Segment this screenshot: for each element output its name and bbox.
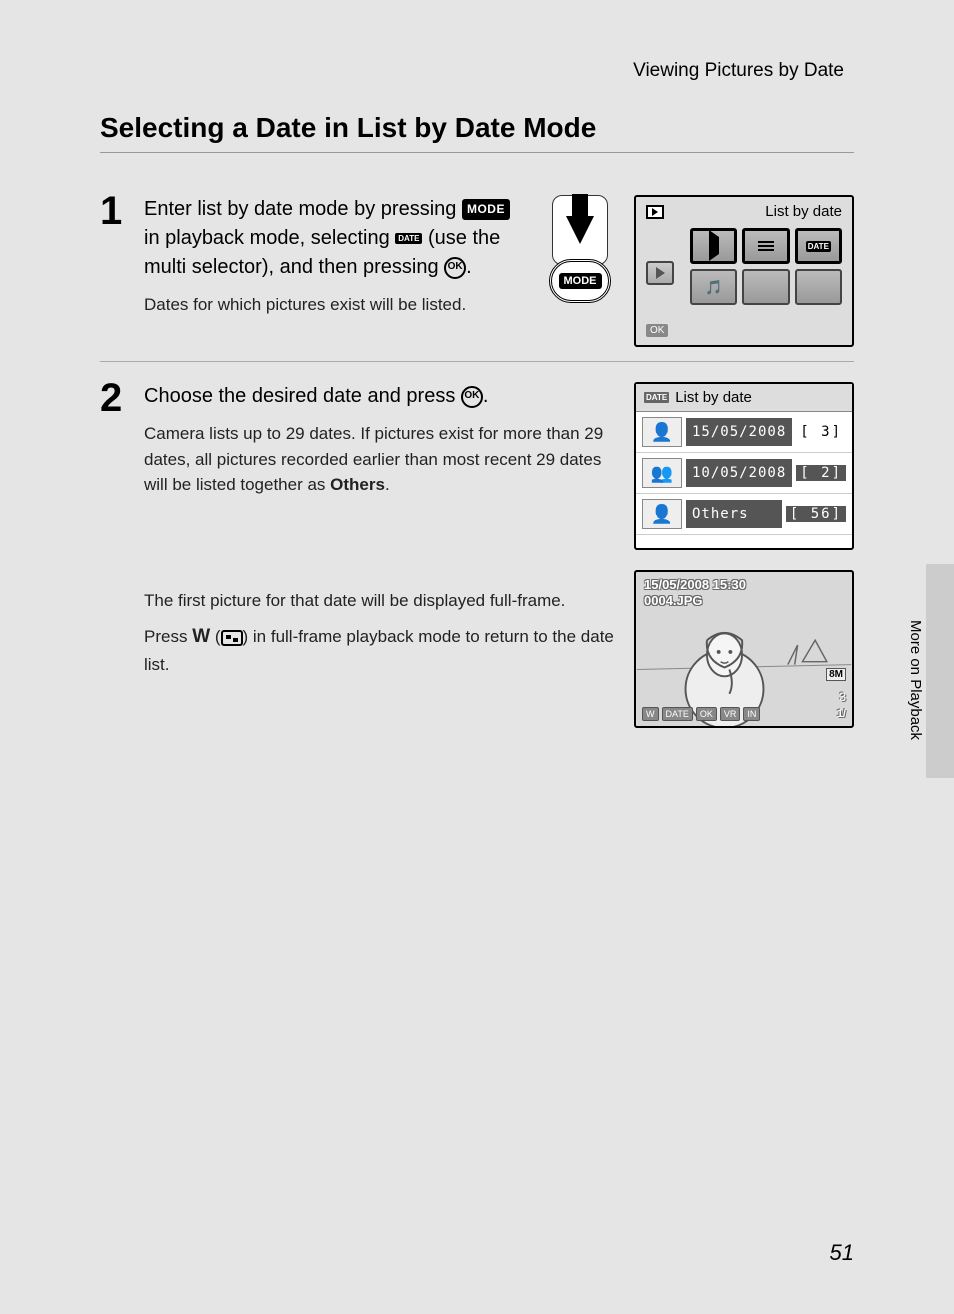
mode-cell-play	[690, 228, 737, 264]
step-2-sub3: Press W () in full-frame playback mode t…	[144, 623, 622, 677]
date-row-1-thumb: 👥	[642, 458, 682, 488]
date-row-0: 👤 15/05/2008 [ 3]	[636, 412, 852, 453]
step-1-subtext: Dates for which pictures exist will be l…	[144, 292, 528, 318]
side-tab-label: More on Playback	[907, 620, 924, 740]
date-row-0-thumb: 👤	[642, 417, 682, 447]
fullframe-bottom-bar: W DATE OK VR IN 1/	[642, 707, 846, 721]
step-1-line-d: .	[466, 256, 472, 278]
date-row-2-count: [ 56]	[786, 506, 846, 522]
manual-page: Viewing Pictures by Date Selecting a Dat…	[0, 0, 954, 1314]
lcd-fullframe: 15/05/2008 15:30 0004.JPG 8M 3 W DATE OK…	[634, 570, 854, 728]
step-2-sub3-a: Press	[144, 627, 192, 646]
date-cell-icon: DATE	[806, 241, 831, 252]
fullframe-quality: 8M	[826, 668, 846, 681]
lcd-date-list: DATE List by date 👤 15/05/2008 [ 3] 👥 10…	[634, 382, 854, 550]
step-2-sub1-b: .	[385, 475, 390, 494]
side-tab	[926, 564, 954, 778]
mode-cell-empty-2	[795, 269, 842, 305]
mode-button-diagram: MODE	[540, 195, 620, 303]
step-2: 2 Choose the desired date and press OK. …	[0, 378, 954, 728]
step-separator	[100, 361, 854, 362]
badge-2: OK	[696, 707, 717, 721]
lcd-2-title: List by date	[675, 389, 752, 406]
date-row-1-count: [ 2]	[796, 465, 846, 481]
mode-cell-list	[742, 228, 789, 264]
step-2-number: 2	[100, 378, 144, 418]
step-1-number: 1	[100, 191, 144, 231]
breadcrumb: Viewing Pictures by Date	[100, 60, 854, 82]
mode-button-label: MODE	[559, 273, 602, 289]
date-row-1-date: 10/05/2008	[686, 459, 792, 487]
lcd-mode-select: List by date DATE 🎵 OK	[634, 195, 854, 347]
date-row-2: 👤 Others [ 56]	[636, 494, 852, 535]
date-icon: DATE	[395, 233, 422, 244]
mode-grid: DATE 🎵	[690, 228, 842, 305]
lcd-2-header: DATE List by date	[636, 384, 852, 412]
mode-cell-pictmotion: 🎵	[690, 269, 737, 305]
date-row-0-count: [ 3]	[796, 424, 846, 440]
play-icon	[709, 237, 719, 255]
ok-icon: OK	[444, 257, 466, 279]
lcd-1-ok-badge: OK	[646, 324, 668, 337]
lcd-1-sidebar	[646, 261, 674, 285]
step-2-line-end: .	[483, 385, 489, 407]
date-row-2-thumb: 👤	[642, 499, 682, 529]
mode-cell-empty-1	[742, 269, 789, 305]
step-2-text: Choose the desired date and press OK. Ca…	[144, 382, 622, 728]
date-row-2-date: Others	[686, 500, 782, 528]
ok-icon-2: OK	[461, 386, 483, 408]
step-1-body: Enter list by date mode by pressing MODE…	[144, 191, 854, 347]
badge-0: W	[642, 707, 659, 721]
step-2-sub3-b: (	[210, 627, 220, 646]
playback-indicator-icon	[646, 205, 664, 219]
step-2-illustrations: DATE List by date 👤 15/05/2008 [ 3] 👥 10…	[634, 382, 854, 728]
mode-button-outline: MODE	[549, 259, 611, 303]
step-2-sub1: Camera lists up to 29 dates. If pictures…	[144, 421, 622, 498]
badge-3: VR	[720, 707, 741, 721]
arrow-box	[552, 195, 608, 265]
step-2-line-a: Choose the desired date and press	[144, 385, 461, 407]
page-number: 51	[830, 1240, 854, 1266]
pictmotion-icon: 🎵	[705, 279, 722, 296]
fullframe-datetime: 15/05/2008 15:30	[644, 577, 746, 593]
date-row-1: 👥 10/05/2008 [ 2]	[636, 453, 852, 494]
step-1-line-b: in playback mode, selecting	[144, 227, 395, 249]
step-2-sub1-bold: Others	[330, 475, 385, 494]
date-row-0-count-val: 3	[821, 424, 831, 440]
date-row-0-date: 15/05/2008	[686, 418, 792, 446]
step-1-line-a: Enter list by date mode by pressing	[144, 198, 456, 220]
date-row-1-count-val: 2	[821, 465, 831, 481]
step-2-sub2: The first picture for that date will be …	[144, 588, 622, 614]
mode-icon: MODE	[462, 199, 510, 220]
thumbnail-icon	[221, 630, 243, 646]
fullframe-badges: W DATE OK VR IN	[642, 707, 760, 721]
header-area: Viewing Pictures by Date Selecting a Dat…	[0, 0, 954, 191]
step-2-body: Choose the desired date and press OK. Ca…	[144, 378, 854, 728]
mode-cell-date: DATE	[795, 228, 842, 264]
fullframe-filename: 0004.JPG	[644, 593, 746, 609]
date-row-2-count-val: 56	[811, 506, 832, 522]
step-1-illustrations: MODE List by date DATE 🎵	[540, 195, 854, 347]
badge-4: IN	[743, 707, 760, 721]
fullframe-total: 3	[839, 690, 846, 704]
fullframe-info: 15/05/2008 15:30 0004.JPG	[644, 577, 746, 608]
title-rule	[100, 152, 854, 153]
list-icon	[758, 241, 774, 251]
down-arrow-icon	[566, 216, 594, 244]
w-button-label: W	[192, 626, 210, 647]
step-1-text: Enter list by date mode by pressing MODE…	[144, 195, 528, 347]
page-title: Selecting a Date in List by Date Mode	[100, 112, 854, 144]
fullframe-counter: 1/	[837, 708, 846, 720]
sidebar-play-icon	[646, 261, 674, 285]
lcd-1-title: List by date	[642, 203, 846, 224]
lcd-2-date-icon: DATE	[644, 392, 669, 403]
step-1: 1 Enter list by date mode by pressing MO…	[0, 191, 954, 347]
badge-1: DATE	[662, 707, 693, 721]
